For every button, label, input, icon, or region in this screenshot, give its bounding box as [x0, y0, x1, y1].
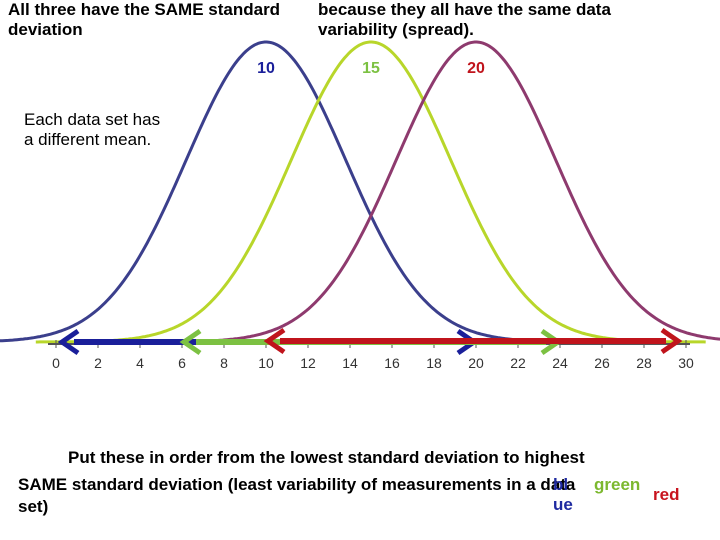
x-tick-label: 6: [178, 355, 186, 371]
curve-label-10: 10: [257, 60, 275, 77]
x-tick-label: 8: [220, 355, 228, 371]
x-tick-label: 26: [594, 355, 610, 371]
x-tick-label: 12: [300, 355, 316, 371]
heading-right: because they all have the same data vari…: [318, 0, 611, 39]
question-line-3: set): [18, 497, 49, 516]
question-line-2: SAME standard deviation (least variabili…: [18, 475, 576, 494]
x-tick-label: 22: [510, 355, 526, 371]
range-arrow-20: [263, 327, 683, 355]
curve-10: [0, 40, 601, 344]
answer-green: green: [594, 475, 641, 494]
x-tick-label: 20: [468, 355, 484, 371]
question-line-1: Put these in order from the lowest stand…: [68, 448, 585, 467]
x-tick-label: 24: [552, 355, 568, 371]
curve-label-15: 15: [362, 60, 380, 77]
x-tick-label: 4: [136, 355, 144, 371]
answer-red: red: [653, 485, 680, 504]
side-note: Each data set has a different mean.: [24, 110, 161, 149]
x-tick-label: 14: [342, 355, 358, 371]
curve-label-20: 20: [467, 60, 485, 77]
x-tick-label: 28: [636, 355, 652, 371]
heading-left: All three have the SAME standard deviati…: [8, 0, 281, 39]
curve-20: [140, 40, 720, 344]
answer-blue: blue: [553, 475, 573, 514]
x-tick-label: 16: [384, 355, 400, 371]
x-tick-label: 0: [52, 355, 60, 371]
x-tick-label: 10: [258, 355, 274, 371]
x-tick-label: 30: [678, 355, 694, 371]
x-tick-label: 18: [426, 355, 442, 371]
curve-15: [35, 40, 706, 344]
x-tick-label: 2: [94, 355, 102, 371]
